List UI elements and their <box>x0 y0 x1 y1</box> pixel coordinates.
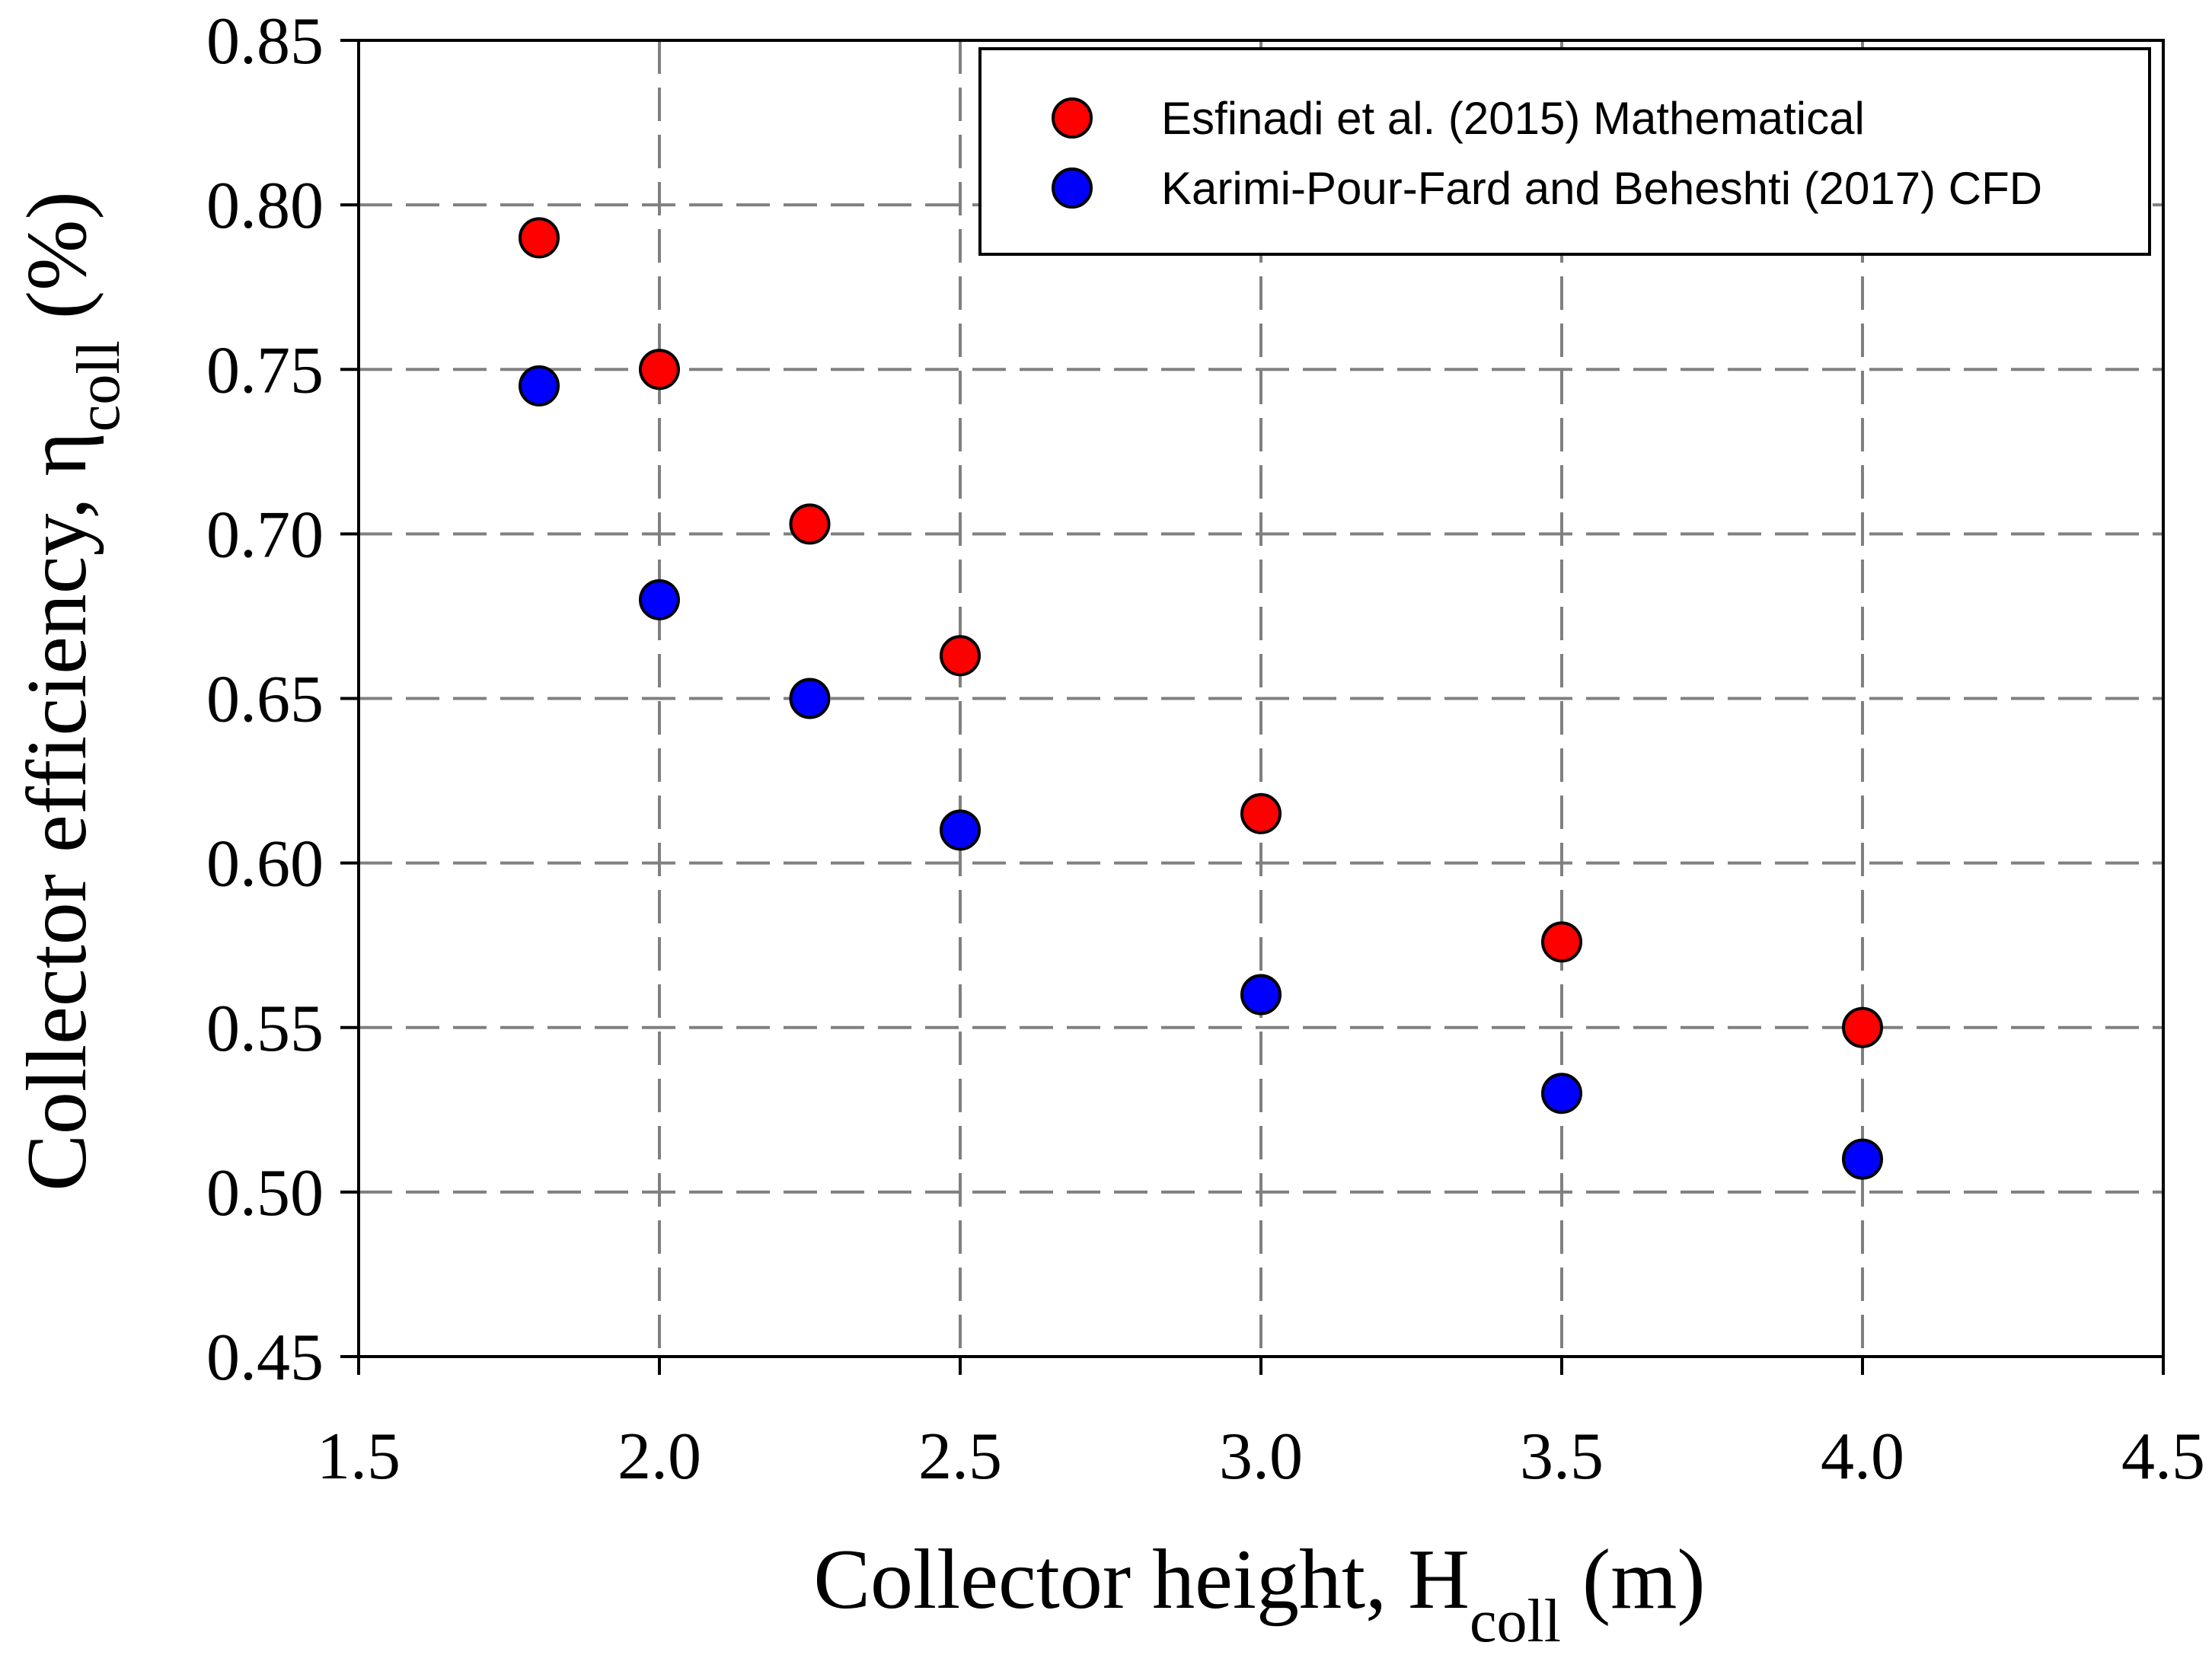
data-point-series-1 <box>789 503 831 545</box>
legend-box <box>978 47 2151 256</box>
y-axis-title: Collector efficiency, ηcoll (%) <box>10 191 132 1191</box>
data-point-series-2 <box>940 809 981 851</box>
legend-label-series-1: Esfinadi et al. (2015) Mathematical <box>1161 93 1865 144</box>
data-point-series-2 <box>519 365 560 407</box>
data-point-series-2 <box>1842 1138 1883 1180</box>
y-tick-label: 0.60 <box>206 828 324 901</box>
data-point-series-2 <box>789 678 831 719</box>
data-point-series-1 <box>940 635 981 677</box>
data-points <box>519 217 1883 1180</box>
x-tick-label: 2.0 <box>618 1420 701 1494</box>
legend: Esfinadi et al. (2015) Mathematical Kari… <box>978 47 2151 256</box>
y-tick-label: 0.80 <box>206 169 324 243</box>
x-tick-label: 3.5 <box>1520 1420 1604 1494</box>
y-tick-label: 0.50 <box>206 1156 324 1230</box>
x-tick-label: 4.5 <box>2121 1420 2205 1494</box>
legend-marker-series-2 <box>1052 167 1093 209</box>
data-point-series-1 <box>519 217 560 259</box>
data-point-series-1 <box>1240 792 1282 834</box>
data-point-series-2 <box>1240 974 1282 1016</box>
data-point-series-2 <box>639 579 680 620</box>
axis-ticks <box>340 39 2165 1375</box>
x-tick-labels: 1.5 2.0 2.5 3.0 3.5 4.0 4.5 <box>317 1420 2205 1494</box>
x-axis-title: Collector height, Hcoll (m) <box>813 1532 1705 1655</box>
y-tick-label: 0.85 <box>206 5 324 78</box>
data-point-series-1 <box>1842 1006 1883 1048</box>
x-tick-label: 1.5 <box>317 1420 401 1494</box>
y-tick-labels: 0.45 0.50 0.55 0.60 0.65 0.70 0.75 0.80 0.85 <box>206 5 324 1395</box>
y-tick-label: 0.45 <box>206 1321 324 1395</box>
y-tick-label: 0.55 <box>206 992 324 1066</box>
data-point-series-1 <box>1541 921 1582 963</box>
x-tick-label: 3.0 <box>1219 1420 1303 1494</box>
x-tick-label: 4.0 <box>1821 1420 1904 1494</box>
x-tick-label: 2.5 <box>918 1420 1002 1494</box>
y-tick-label: 0.75 <box>206 333 324 407</box>
data-point-series-1 <box>639 349 680 391</box>
y-tick-label: 0.65 <box>206 663 324 737</box>
legend-label-series-2: Karimi-Pour-Fard and Beheshti (2017) CFD <box>1161 163 2042 214</box>
data-point-series-2 <box>1541 1073 1582 1114</box>
legend-marker-series-1 <box>1052 97 1093 139</box>
y-tick-label: 0.70 <box>206 498 324 572</box>
